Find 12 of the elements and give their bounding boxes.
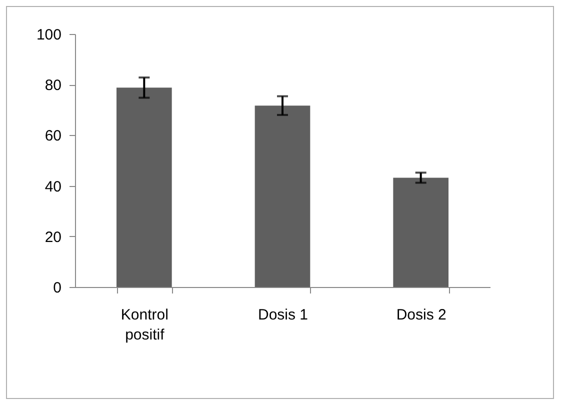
y-tick-label: 0 — [53, 280, 62, 296]
bar — [393, 178, 448, 287]
bar — [116, 88, 172, 287]
y-tick-label: 60 — [44, 128, 62, 145]
x-tick-label: Dosis 1 — [258, 306, 308, 324]
y-tick-label: 20 — [44, 228, 62, 246]
bar — [254, 106, 310, 287]
x-tick-label: Kontrol positif — [120, 306, 168, 344]
y-tick-label: 80 — [44, 77, 62, 94]
y-tick-label: 100 — [36, 26, 62, 44]
y-tick-label: 40 — [44, 178, 62, 196]
x-tick-label: Dosis 2 — [396, 306, 446, 324]
